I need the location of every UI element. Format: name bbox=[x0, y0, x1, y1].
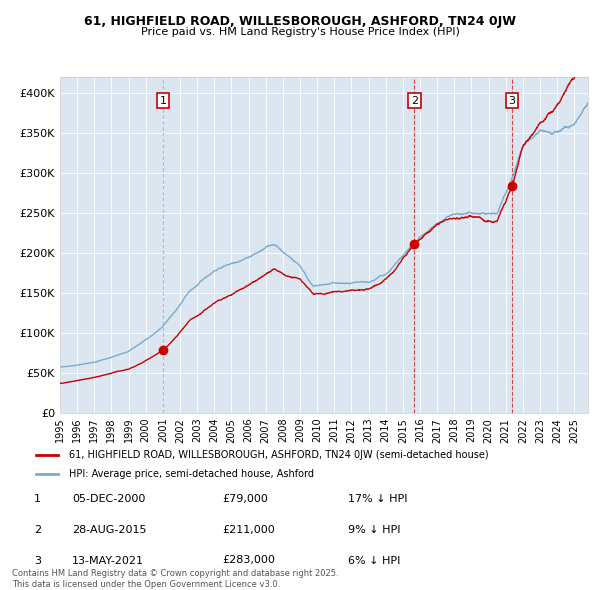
Text: 6% ↓ HPI: 6% ↓ HPI bbox=[348, 556, 400, 565]
Text: 3: 3 bbox=[34, 556, 41, 565]
Text: 9% ↓ HPI: 9% ↓ HPI bbox=[348, 525, 401, 535]
Text: 61, HIGHFIELD ROAD, WILLESBOROUGH, ASHFORD, TN24 0JW: 61, HIGHFIELD ROAD, WILLESBOROUGH, ASHFO… bbox=[84, 15, 516, 28]
Text: 1: 1 bbox=[34, 494, 41, 504]
Text: £211,000: £211,000 bbox=[222, 525, 275, 535]
Text: Contains HM Land Registry data © Crown copyright and database right 2025.
This d: Contains HM Land Registry data © Crown c… bbox=[12, 569, 338, 589]
Text: 1: 1 bbox=[160, 96, 166, 106]
Text: 2: 2 bbox=[34, 525, 41, 535]
Text: HPI: Average price, semi-detached house, Ashford: HPI: Average price, semi-detached house,… bbox=[68, 470, 314, 479]
Text: 28-AUG-2015: 28-AUG-2015 bbox=[72, 525, 146, 535]
Text: 3: 3 bbox=[509, 96, 515, 106]
Text: 17% ↓ HPI: 17% ↓ HPI bbox=[348, 494, 407, 504]
Text: 05-DEC-2000: 05-DEC-2000 bbox=[72, 494, 145, 504]
Text: Price paid vs. HM Land Registry's House Price Index (HPI): Price paid vs. HM Land Registry's House … bbox=[140, 27, 460, 37]
Text: £283,000: £283,000 bbox=[222, 556, 275, 565]
Text: £79,000: £79,000 bbox=[222, 494, 268, 504]
Text: 61, HIGHFIELD ROAD, WILLESBOROUGH, ASHFORD, TN24 0JW (semi-detached house): 61, HIGHFIELD ROAD, WILLESBOROUGH, ASHFO… bbox=[68, 450, 488, 460]
Text: 2: 2 bbox=[411, 96, 418, 106]
Text: 13-MAY-2021: 13-MAY-2021 bbox=[72, 556, 144, 565]
